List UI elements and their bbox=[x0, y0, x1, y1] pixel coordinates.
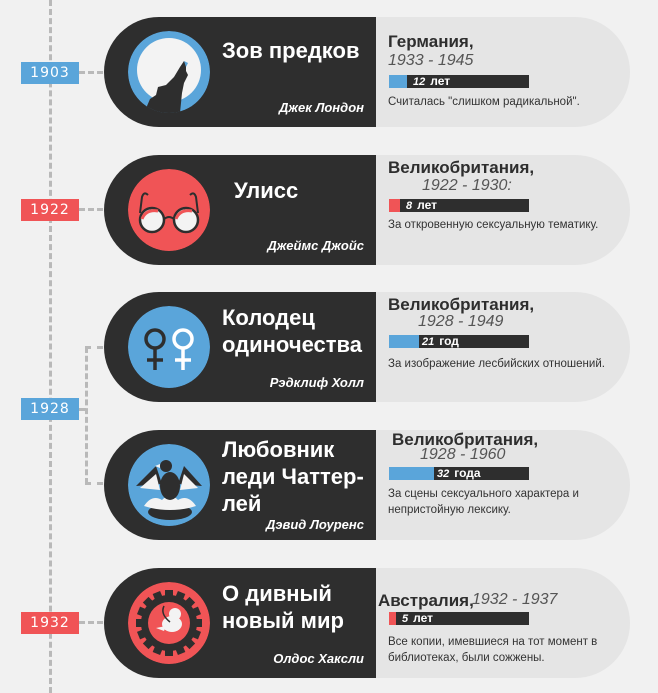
ban-duration-fill bbox=[389, 199, 400, 212]
ban-duration-label: 5 лет bbox=[402, 611, 433, 627]
ban-unit: лет bbox=[413, 611, 433, 625]
ban-duration-fill bbox=[389, 612, 396, 625]
ban-duration-label: 32 года bbox=[437, 466, 481, 482]
book-title-line: лей bbox=[222, 491, 262, 516]
phoenix-bird-icon bbox=[128, 444, 210, 526]
book-card-ulysses: Улисс Джеймс Джойс Великобритания, 1922 … bbox=[92, 155, 630, 265]
book-panel: Улисс Джеймс Джойс bbox=[104, 155, 376, 265]
year-connector bbox=[85, 482, 103, 485]
year-connector bbox=[85, 346, 103, 349]
book-author: Дэвид Лоуренс bbox=[265, 517, 364, 532]
ban-duration-bar: 5 лет bbox=[389, 611, 529, 627]
howling-wolf-icon bbox=[128, 31, 210, 113]
book-panel: О дивный новый мир Олдос Хаксли bbox=[104, 568, 376, 678]
ban-years: 5 bbox=[402, 613, 409, 625]
book-title-line: О дивный bbox=[222, 581, 332, 606]
book-title: Зов предков bbox=[222, 38, 360, 63]
ban-unit: лет bbox=[417, 198, 437, 212]
book-title-line: новый мир bbox=[222, 608, 344, 633]
ban-period: 1932 - 1937 bbox=[472, 591, 558, 608]
book-title-line: леди Чаттер- bbox=[222, 464, 364, 489]
year-label-1932: 1932 bbox=[21, 612, 79, 634]
ban-period: 1928 - 1960 bbox=[420, 446, 506, 463]
book-title: Колодец одиночества bbox=[222, 304, 362, 358]
book-title-line: одиночества bbox=[222, 332, 363, 357]
book-card-brave-new-world: О дивный новый мир Олдос Хаксли Австрали… bbox=[92, 568, 630, 678]
ban-duration-bar: 32 года bbox=[389, 466, 529, 482]
ban-duration-label: 8 лет bbox=[406, 198, 437, 214]
book-panel: Любовник леди Чаттер- лей Дэвид Лоуренс bbox=[104, 430, 376, 540]
ban-reason: Все копии, имевшиеся на тот момент в биб… bbox=[388, 636, 598, 664]
year-label-1903: 1903 bbox=[21, 62, 79, 84]
fetus-gear-icon bbox=[128, 582, 210, 664]
ban-years: 12 bbox=[413, 76, 426, 88]
ban-duration-label: 21 год bbox=[422, 334, 459, 350]
ban-country: Германия, bbox=[388, 32, 474, 51]
ban-duration-fill bbox=[389, 467, 434, 480]
year-connector bbox=[79, 208, 103, 211]
round-glasses-icon bbox=[128, 169, 210, 251]
book-title-line: Любовник bbox=[222, 437, 335, 462]
ban-years: 21 bbox=[422, 336, 435, 348]
ban-duration-fill bbox=[389, 335, 419, 348]
ban-period: 1928 - 1949 bbox=[418, 313, 504, 330]
book-author: Джек Лондон bbox=[279, 100, 364, 115]
ban-country: Великобритания, bbox=[388, 295, 535, 314]
ban-reason: За сцены сексуального характера и неприс… bbox=[388, 488, 579, 516]
ban-years: 8 bbox=[406, 200, 413, 212]
ban-info-panel bbox=[362, 430, 630, 540]
year-connector bbox=[79, 621, 103, 624]
female-symbols-icon bbox=[128, 306, 210, 388]
ban-years: 32 bbox=[437, 468, 450, 480]
book-panel: Колодец одиночества Рэдклиф Холл bbox=[104, 292, 376, 402]
ban-period: 1922 - 1930: bbox=[422, 177, 512, 194]
book-card-lady-chatterleys-lover: Любовник леди Чаттер- лей Дэвид Лоуренс … bbox=[92, 430, 630, 540]
year-label-1922: 1922 bbox=[21, 199, 79, 221]
year-bracket bbox=[85, 347, 88, 484]
ban-period: 1933 - 1945 bbox=[388, 52, 474, 69]
ban-duration-fill bbox=[389, 75, 407, 88]
book-author: Рэдклиф Холл bbox=[269, 375, 364, 390]
book-author: Олдос Хаксли bbox=[273, 651, 364, 666]
ban-reason: Считалась "слишком радикальной". bbox=[388, 96, 580, 108]
ban-unit: года bbox=[454, 466, 481, 480]
timeline-line bbox=[49, 0, 52, 693]
ban-duration-bar: 8 лет bbox=[389, 198, 529, 214]
ban-duration-label: 12 лет bbox=[413, 74, 450, 90]
book-title-line: Колодец bbox=[222, 305, 315, 330]
book-card-call-of-the-wild: Зов предков Джек Лондон Германия, 1933 -… bbox=[92, 17, 630, 127]
ban-reason: За откровенную сексуальную тематику. bbox=[388, 219, 599, 231]
ban-country: Великобритания, bbox=[388, 158, 535, 177]
year-label-1928: 1928 bbox=[21, 398, 79, 420]
ban-duration-bar: 21 год bbox=[389, 334, 529, 350]
book-title: Любовник леди Чаттер- лей bbox=[222, 436, 364, 517]
book-title: Улисс bbox=[234, 178, 299, 203]
ban-unit: год bbox=[439, 334, 459, 348]
ban-duration-bar: 12 лет bbox=[389, 74, 529, 90]
ban-country: Австралия, bbox=[378, 591, 474, 610]
ban-unit: лет bbox=[430, 74, 451, 88]
book-author: Джеймс Джойс bbox=[267, 238, 364, 253]
year-connector bbox=[79, 71, 103, 74]
year-connector bbox=[79, 408, 86, 411]
book-card-well-of-loneliness: Колодец одиночества Рэдклиф Холл Великоб… bbox=[92, 292, 630, 402]
ban-country: Великобритания, bbox=[392, 430, 539, 449]
book-title: О дивный новый мир bbox=[222, 580, 344, 634]
ban-reason: За изображение лесбийских отношений. bbox=[388, 358, 605, 370]
book-panel: Зов предков Джек Лондон bbox=[104, 17, 376, 127]
ban-info-panel bbox=[362, 17, 630, 127]
